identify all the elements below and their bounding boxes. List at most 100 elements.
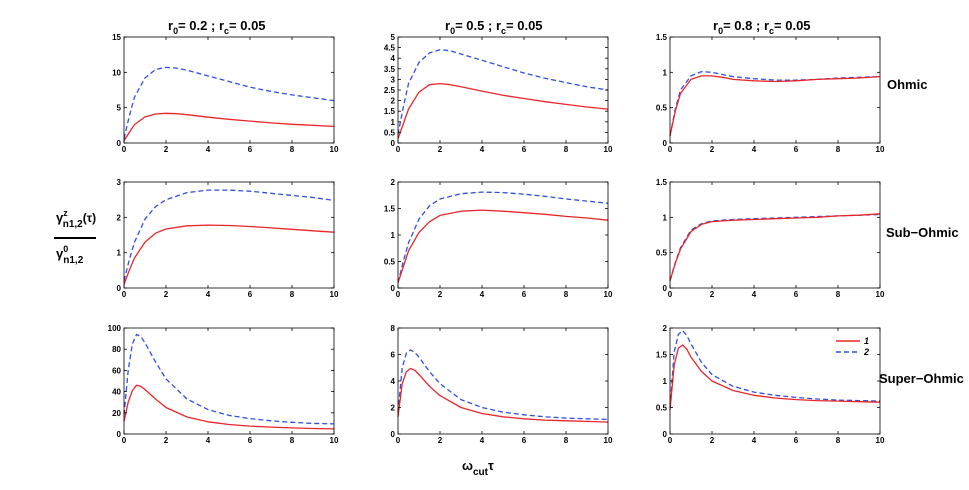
x-tick-label: 2 (164, 145, 169, 154)
y-tick-label: 20 (112, 409, 121, 418)
x-tick-label: 8 (564, 290, 569, 299)
x-tick-label: 0 (122, 290, 127, 299)
y-tick-label: 2.5 (384, 86, 396, 95)
legend-box (832, 333, 875, 357)
x-tick-label: 0 (668, 145, 673, 154)
series-2-line (397, 49, 609, 135)
y-tick-label: 5 (391, 33, 396, 42)
y-tick-label: 0 (117, 284, 122, 293)
axes-frame (123, 36, 335, 144)
y-tick-label: 3 (391, 75, 396, 84)
panel-3-3: 0 2 4 6 8 10 0 0.5 1 1.5 2 (656, 324, 885, 445)
series-1-line (397, 209, 609, 283)
x-tick-label: 0 (122, 145, 127, 154)
x-tick-label: 2 (438, 290, 443, 299)
x-tick-label: 4 (206, 145, 211, 154)
y-tick-label: 4 (391, 377, 396, 386)
series-2-line (669, 70, 881, 137)
x-tick-label: 4 (480, 145, 485, 154)
x-tick-label: 10 (604, 145, 613, 154)
y-tick-label: 0 (663, 430, 668, 439)
y-tick-label: 8 (391, 324, 396, 333)
y-tick-label: 2 (663, 324, 668, 333)
x-tick-label: 8 (836, 290, 841, 299)
series-2-line (123, 66, 335, 139)
row-label-sub-ohmic: Sub−Ohmic (886, 225, 959, 240)
series-2-line (397, 191, 609, 283)
series-2-line (397, 349, 609, 421)
x-tick-label: 2 (438, 436, 443, 445)
y-tick-label: 1.5 (384, 205, 396, 214)
x-tick-label: 6 (794, 436, 799, 445)
row-label-super-ohmic: Super−Ohmic (879, 371, 964, 386)
y-tick-label: 4.5 (384, 44, 396, 53)
x-tick-label: 2 (438, 145, 443, 154)
x-tick-label: 10 (876, 145, 885, 154)
y-tick-label: 1 (391, 231, 396, 240)
axes-frame (397, 181, 609, 289)
x-tick-label: 8 (564, 436, 569, 445)
x-tick-label: 10 (604, 290, 613, 299)
x-tick-label: 2 (164, 436, 169, 445)
legend-label-2: 2 (863, 347, 869, 357)
y-axis-label: γz n1,2(τ) γ0 n1,2 (54, 208, 96, 266)
x-tick-label: 2 (710, 145, 715, 154)
x-tick-label: 0 (396, 436, 401, 445)
panel-1-1: 0 2 4 6 8 10 0 5 10 15 (112, 33, 339, 154)
x-tick-label: 0 (668, 436, 673, 445)
y-tick-label: 0.5 (384, 258, 396, 267)
column-title-3: r0= 0.8 ; rc= 0.05 (713, 18, 811, 36)
x-tick-label: 0 (668, 290, 673, 299)
x-tick-label: 2 (164, 290, 169, 299)
x-tick-label: 4 (206, 290, 211, 299)
y-tick-label: 0 (663, 139, 668, 148)
series-1-line (669, 75, 881, 137)
x-tick-label: 6 (522, 436, 527, 445)
y-tick-label: 3 (117, 178, 122, 187)
panel-2-3: 0 2 4 6 8 10 0 0.5 1 1.5 (656, 178, 885, 299)
axes-frame (397, 327, 609, 435)
x-tick-label: 8 (290, 290, 295, 299)
y-tick-label: 0 (117, 430, 122, 439)
y-tick-label: 1 (663, 68, 668, 77)
x-axis-label: ωcutτ (462, 458, 494, 478)
y-tick-label: 2 (391, 97, 396, 106)
x-tick-label: 10 (876, 290, 885, 299)
series-1-line (123, 224, 335, 285)
series-1-line (123, 384, 335, 430)
x-tick-label: 0 (396, 290, 401, 299)
y-tick-label: 2 (117, 213, 122, 222)
y-tick-label: 1 (117, 249, 122, 258)
y-tick-label: 40 (112, 388, 121, 397)
x-tick-label: 4 (206, 436, 211, 445)
x-tick-label: 6 (794, 290, 799, 299)
y-tick-label: 0.5 (656, 249, 668, 258)
x-tick-label: 4 (480, 436, 485, 445)
x-tick-label: 4 (752, 436, 757, 445)
panel-2-2: 0 2 4 6 8 10 0 0.5 1 1.5 2 (384, 178, 613, 299)
series-2-line (123, 333, 335, 425)
row-label-ohmic: Ohmic (887, 77, 927, 92)
panel-1-3: 0 2 4 6 8 10 0 0.5 1 1.5 (656, 33, 885, 154)
y-tick-label: 1.5 (656, 351, 668, 360)
y-label-numerator: γz n1,2(τ) (56, 208, 96, 230)
series-1-line (397, 367, 609, 423)
x-tick-label: 2 (710, 436, 715, 445)
x-tick-label: 4 (752, 145, 757, 154)
y-tick-label: 1 (391, 118, 396, 127)
x-tick-label: 0 (122, 436, 127, 445)
x-tick-label: 10 (876, 436, 885, 445)
x-tick-label: 8 (836, 436, 841, 445)
y-tick-label: 0.5 (384, 128, 396, 137)
x-tick-label: 6 (522, 145, 527, 154)
y-tick-label: 60 (112, 366, 121, 375)
y-tick-label: 1.5 (656, 33, 668, 42)
x-tick-label: 8 (564, 145, 569, 154)
y-tick-label: 0.5 (656, 104, 668, 113)
column-title-2: r0= 0.5 ; rc= 0.05 (445, 18, 543, 36)
